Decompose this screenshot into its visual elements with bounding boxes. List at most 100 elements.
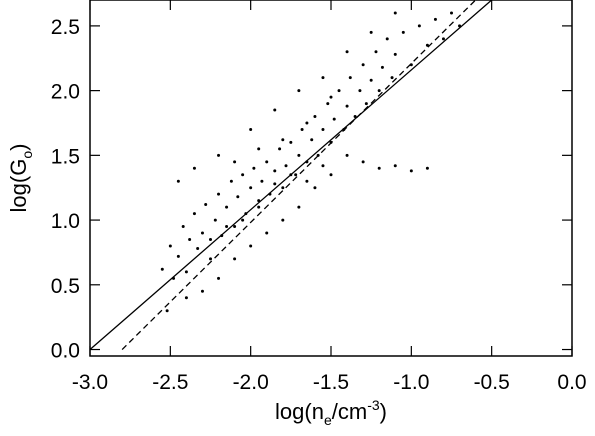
fit-lines	[89, 0, 493, 351]
y-tick-label: 0.5	[51, 275, 80, 298]
data-point	[184, 296, 188, 300]
data-point	[204, 203, 208, 207]
data-point	[321, 76, 325, 80]
data-point	[192, 212, 196, 216]
data-point	[249, 244, 253, 248]
data-point	[374, 50, 378, 54]
x-tick-label: -2.0	[233, 371, 269, 394]
data-point	[305, 121, 309, 125]
data-point	[213, 218, 217, 222]
data-point	[192, 166, 196, 170]
data-point	[364, 102, 368, 106]
data-point	[249, 186, 253, 190]
data-point	[200, 289, 204, 293]
data-point	[441, 37, 445, 41]
data-point	[345, 50, 349, 54]
data-point	[345, 104, 349, 108]
data-point	[358, 89, 362, 93]
data-point	[361, 160, 365, 164]
data-point	[297, 153, 301, 157]
data-point	[176, 179, 180, 183]
data-point	[377, 89, 381, 93]
x-tick-label: -2.5	[152, 371, 188, 394]
data-point	[281, 186, 285, 190]
data-point	[273, 108, 277, 112]
data-point	[233, 225, 237, 229]
axis-tick-labels: -3.0 -2.5 -2.0 -1.5 -1.0 -0.5 0.0 0.0 0.5 1.0 1.5 2…	[51, 16, 587, 394]
data-point	[332, 117, 336, 121]
data-point	[393, 164, 397, 168]
data-point	[252, 166, 256, 170]
data-point	[265, 231, 269, 235]
y-tick-label: 0.0	[51, 340, 80, 363]
data-point	[176, 254, 180, 258]
data-point	[297, 205, 301, 209]
data-point	[225, 205, 229, 209]
data-point	[273, 182, 277, 186]
data-point	[241, 218, 245, 222]
data-point	[188, 237, 192, 241]
data-point	[160, 267, 164, 271]
data-point	[196, 247, 200, 251]
data-point	[450, 11, 453, 15]
data-point	[369, 30, 373, 34]
data-point	[321, 127, 325, 131]
data-point	[165, 309, 169, 313]
data-point	[425, 166, 429, 170]
scatter-points	[160, 11, 462, 313]
data-point	[380, 65, 384, 69]
data-point	[393, 52, 397, 56]
data-point	[168, 244, 172, 248]
data-point	[281, 138, 285, 142]
data-point	[225, 225, 229, 229]
data-point	[278, 147, 282, 151]
data-point	[181, 225, 185, 229]
data-point	[229, 179, 233, 183]
data-point	[184, 270, 188, 274]
data-point	[200, 231, 204, 235]
data-point	[345, 153, 349, 157]
x-tick-label: 0.0	[557, 371, 586, 394]
data-point	[390, 76, 394, 80]
data-point	[310, 138, 314, 142]
data-point	[281, 218, 285, 222]
data-point	[257, 147, 261, 151]
data-point	[401, 30, 405, 34]
data-point	[289, 140, 293, 144]
data-point	[209, 257, 212, 261]
y-tick-label: 1.0	[51, 210, 80, 233]
data-point	[377, 166, 381, 170]
data-point	[217, 153, 221, 157]
data-point	[217, 192, 221, 196]
solid-fit-line	[89, 0, 493, 351]
data-point	[300, 127, 304, 131]
data-point	[321, 164, 325, 168]
data-point	[260, 179, 264, 183]
data-point	[326, 102, 330, 106]
data-point	[273, 169, 277, 173]
data-point	[313, 115, 317, 119]
data-point	[257, 205, 261, 209]
data-point	[297, 89, 301, 93]
data-point	[236, 195, 240, 199]
data-point	[393, 11, 397, 15]
data-point	[353, 115, 357, 119]
data-point	[409, 169, 413, 173]
x-tick-label: -1.5	[313, 371, 349, 394]
y-tick-label: 2.0	[51, 81, 80, 104]
dashed-fit-line	[121, 0, 477, 350]
data-point	[433, 17, 437, 21]
data-point	[329, 95, 333, 99]
plot-frame	[89, 0, 573, 357]
axis-ticks	[89, 0, 573, 356]
data-point	[348, 76, 352, 80]
x-tick-label: -1.0	[393, 371, 429, 394]
data-point	[294, 173, 298, 177]
data-point	[417, 24, 421, 28]
data-point	[233, 160, 237, 164]
y-tick-label: 1.5	[51, 145, 80, 168]
data-point	[217, 276, 221, 280]
data-point	[209, 237, 212, 241]
data-point	[233, 257, 237, 261]
